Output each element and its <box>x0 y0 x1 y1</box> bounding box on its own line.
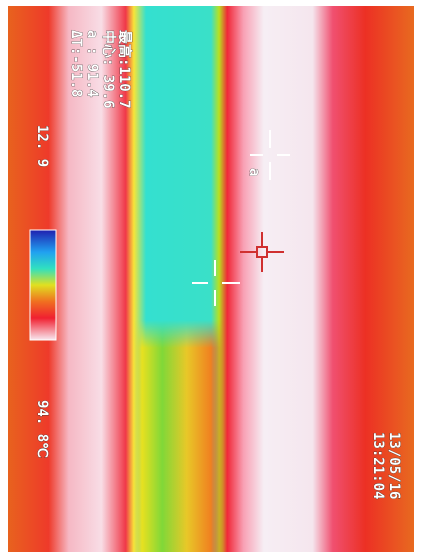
scale-max: 94. 8℃ <box>34 400 50 458</box>
max-label: 最高:110.7 <box>116 30 133 109</box>
page: {"overlay": {"max_label": "最高:110.7", "c… <box>0 0 422 559</box>
center-label: 中心: 39.6 <box>100 30 117 109</box>
color-scale <box>30 230 56 340</box>
delta-label: ΔT:-51.8 <box>68 30 84 97</box>
marker-label: a <box>246 168 262 176</box>
thermal-view: a 最高:110.7 中心: 39.6 a : 91.4 ΔT:-51.8 12… <box>0 0 422 559</box>
time: 13:21:04 <box>370 432 386 499</box>
thermal-lower <box>8 320 414 552</box>
point-label: a : 91.4 <box>84 30 100 97</box>
scale-min: 12. 9 <box>34 125 50 167</box>
date: 13/05/16 <box>386 432 402 499</box>
